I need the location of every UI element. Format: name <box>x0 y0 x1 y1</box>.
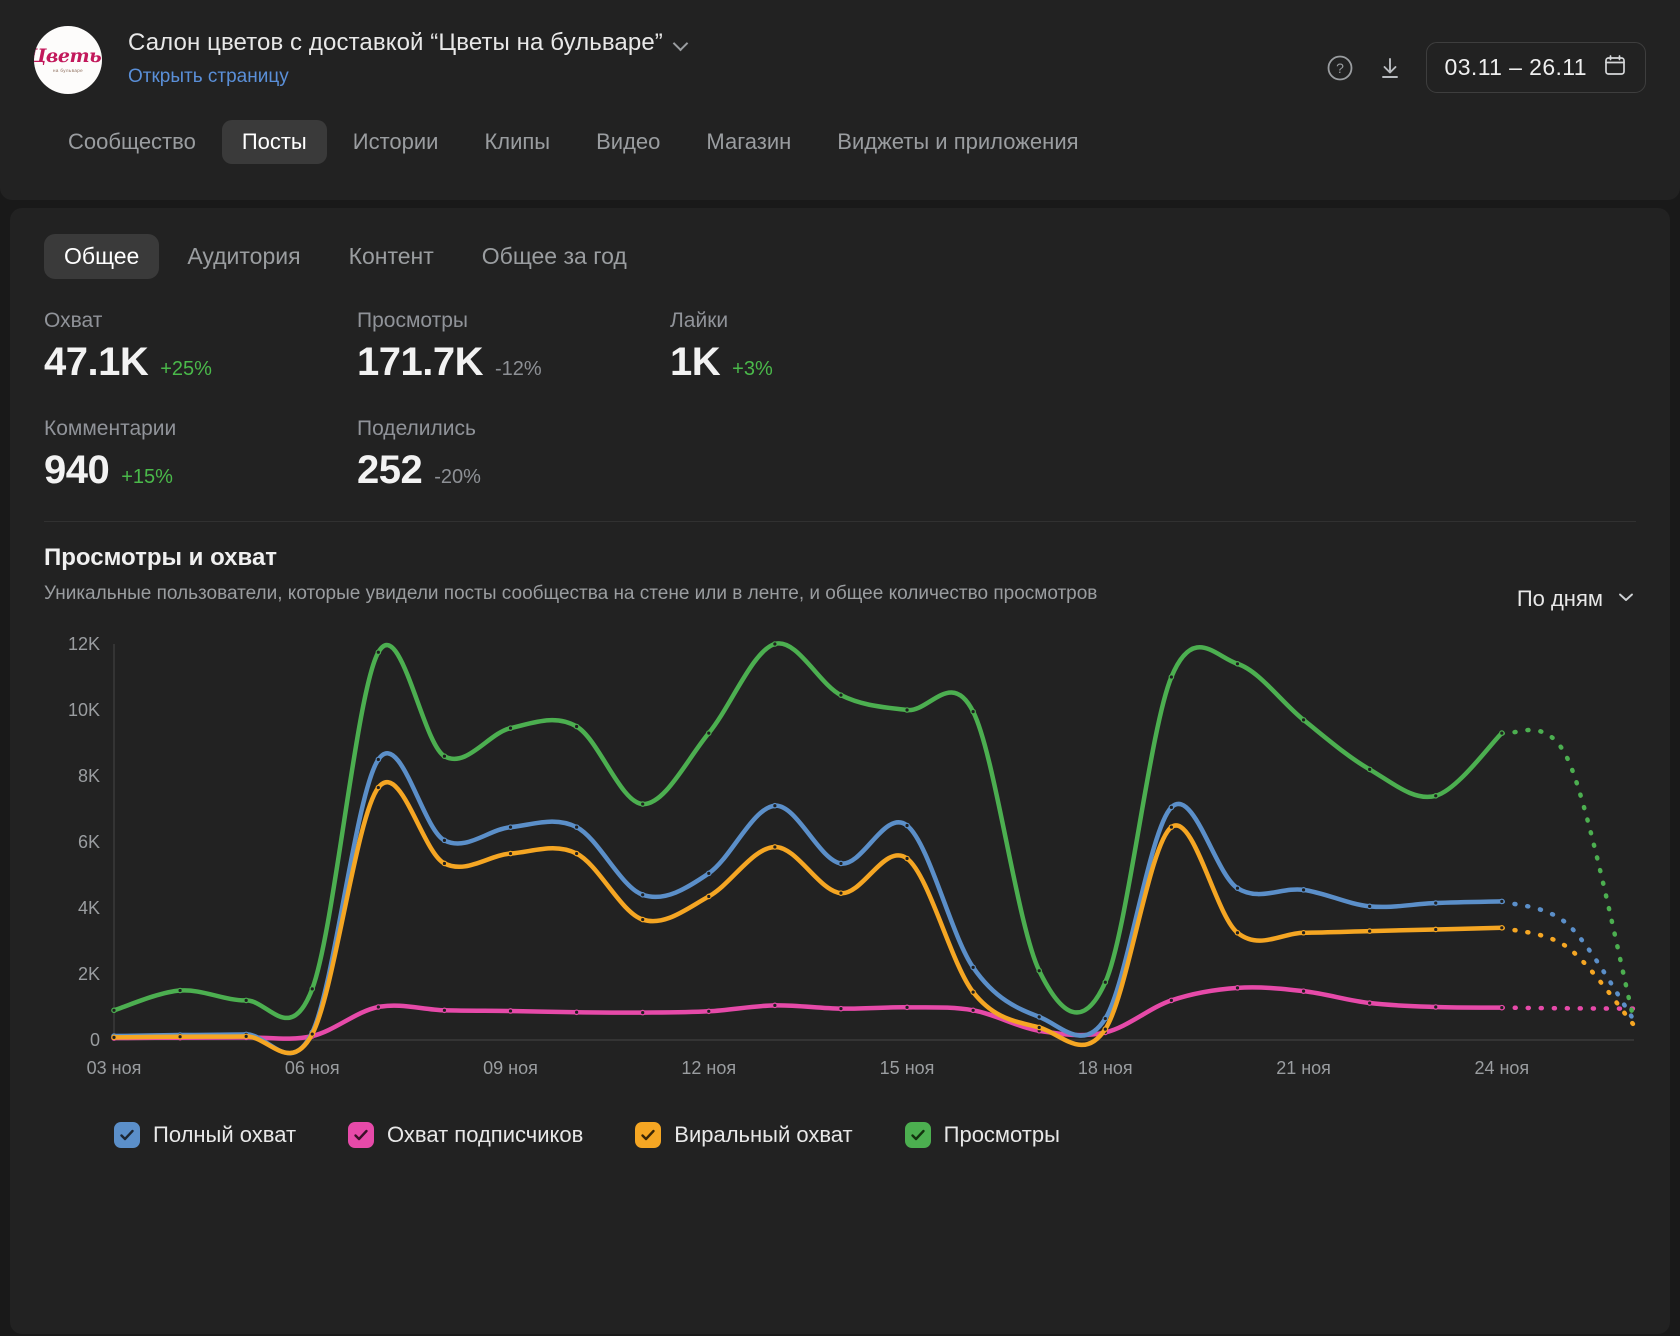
legend-item-viral-reach[interactable]: Виральный охват <box>635 1122 853 1148</box>
community-title-row[interactable]: Салон цветов с доставкой “Цветы на бульв… <box>128 29 689 57</box>
svg-text:6K: 6K <box>78 832 100 852</box>
svg-text:8K: 8K <box>78 766 100 786</box>
metric-likes: Лайки 1K +3% <box>670 309 983 385</box>
series-3 <box>111 641 1637 1023</box>
nav-tab-posts[interactable]: Посты <box>221 120 327 164</box>
chart-title: Просмотры и охват <box>44 544 278 571</box>
metric-reach: Охват 47.1K +25% <box>44 309 357 385</box>
metric-value: 940 <box>44 448 110 492</box>
metric-views: Просмотры 171.7K -12% <box>357 309 670 385</box>
svg-text:24 ноя: 24 ноя <box>1474 1058 1529 1078</box>
svg-text:12 ноя: 12 ноя <box>681 1058 736 1078</box>
period-dropdown[interactable]: По дням <box>1517 544 1636 612</box>
series-2 <box>111 780 1637 1056</box>
metrics-row-2: Комментарии 940 +15% Поделились 252 -20% <box>44 417 1636 493</box>
header-actions: ? 03.11 – 26.11 <box>1326 42 1646 93</box>
metrics-grid: Охват 47.1K +25% Просмотры 171.7K -12% Л… <box>44 309 1636 493</box>
top-header: Цветы на бульваре Салон цветов с доставк… <box>0 0 1680 200</box>
metric-delta: +25% <box>160 358 212 380</box>
chart-container: 0 2K 4K 6K 8K 10K 12K 03 ноя 06 ноя 09 ноя 12 ноя 1… <box>44 630 1637 1100</box>
metric-label: Просмотры <box>357 309 468 332</box>
metric-delta: -20% <box>434 466 481 488</box>
stats-subtabs: Общее Аудитория Контент Общее за год <box>44 234 1636 279</box>
avatar-logo-text: Цветы <box>34 45 102 67</box>
svg-text:18 ноя: 18 ноя <box>1078 1058 1133 1078</box>
open-page-link[interactable]: Открыть страницу <box>128 66 289 87</box>
legend-item-full-reach[interactable]: Полный охват <box>114 1122 296 1148</box>
svg-text:10K: 10K <box>68 700 100 720</box>
subtab-general[interactable]: Общее <box>44 234 160 279</box>
svg-text:?: ? <box>1336 60 1344 76</box>
main-nav-tabs: Сообщество Посты Истории Клипы Видео Маг… <box>48 120 1646 164</box>
svg-text:0: 0 <box>90 1030 100 1050</box>
calendar-icon <box>1603 53 1627 82</box>
metric-label: Поделились <box>357 417 476 440</box>
legend-item-subscriber-reach[interactable]: Охват подписчиков <box>348 1122 583 1148</box>
legend-item-views[interactable]: Просмотры <box>904 1122 1060 1148</box>
metric-delta: +3% <box>732 358 773 380</box>
subtab-general-year[interactable]: Общее за год <box>481 243 627 269</box>
stats-panel: Общее Аудитория Контент Общее за год Охв… <box>10 208 1670 1334</box>
chevron-down-icon <box>1616 587 1636 612</box>
checkbox-checked-icon[interactable] <box>348 1122 375 1148</box>
section-divider <box>44 521 1636 522</box>
metrics-row-1: Охват 47.1K +25% Просмотры 171.7K -12% Л… <box>44 309 1636 385</box>
chevron-down-icon[interactable] <box>674 36 689 51</box>
metric-shares: Поделились 252 -20% <box>357 417 670 493</box>
nav-tab-community[interactable]: Сообщество <box>68 129 196 154</box>
chart-header: Просмотры и охват Уникальные пользовател… <box>44 544 1636 612</box>
metric-delta: +15% <box>121 466 173 488</box>
nav-tab-stories[interactable]: Истории <box>352 129 439 154</box>
metric-comments: Комментарии 940 +15% <box>44 417 357 493</box>
checkbox-checked-icon[interactable] <box>635 1122 662 1148</box>
metric-delta: -12% <box>494 358 542 380</box>
checkbox-checked-icon[interactable] <box>114 1122 140 1148</box>
metric-label: Лайки <box>670 309 729 332</box>
svg-text:09 ноя: 09 ноя <box>483 1058 538 1078</box>
svg-text:06 ноя: 06 ноя <box>285 1058 340 1078</box>
svg-text:2K: 2K <box>78 964 100 984</box>
nav-tab-widgets-apps[interactable]: Виджеты и приложения <box>837 129 1079 154</box>
metric-label: Комментарии <box>44 417 177 440</box>
svg-text:21 ноя: 21 ноя <box>1276 1058 1331 1078</box>
metric-value: 47.1K <box>44 340 149 384</box>
chart-subtitle: Уникальные пользователи, которые увидели… <box>44 583 1098 604</box>
metric-label: Охват <box>44 309 103 332</box>
svg-text:03 ноя: 03 ноя <box>87 1058 142 1078</box>
download-icon[interactable] <box>1376 54 1404 82</box>
community-title-block: Салон цветов с доставкой “Цветы на бульв… <box>128 26 689 88</box>
metric-value: 252 <box>357 448 423 492</box>
svg-text:4K: 4K <box>78 898 100 918</box>
date-range-text: 03.11 – 26.11 <box>1444 54 1587 80</box>
subtab-content[interactable]: Контент <box>348 243 434 269</box>
legend-label: Полный охват <box>153 1122 297 1147</box>
chart-legend: Полный охват Охват подписчиков Виральный… <box>44 1122 1636 1148</box>
avatar-logo-subtext: на бульваре <box>52 68 84 73</box>
legend-label: Виральный охват <box>674 1122 853 1147</box>
nav-tab-video[interactable]: Видео <box>596 129 661 154</box>
checkbox-checked-icon[interactable] <box>904 1122 931 1148</box>
nav-tab-shop[interactable]: Магазин <box>706 129 792 154</box>
date-range-picker[interactable]: 03.11 – 26.11 <box>1425 42 1646 93</box>
community-title: Салон цветов с доставкой “Цветы на бульв… <box>128 29 663 56</box>
subtab-audience[interactable]: Аудитория <box>187 243 301 269</box>
svg-text:15 ноя: 15 ноя <box>880 1058 935 1078</box>
metric-value: 1K <box>670 340 721 384</box>
community-header-row: Цветы на бульваре Салон цветов с доставк… <box>34 26 1646 94</box>
period-label: По дням <box>1516 586 1603 611</box>
reach-views-line-chart[interactable]: 0 2K 4K 6K 8K 10K 12K 03 ноя 06 ноя 09 ноя 12 ноя 1… <box>44 630 1644 1100</box>
legend-label: Охват подписчиков <box>387 1122 584 1147</box>
legend-label: Просмотры <box>943 1122 1060 1147</box>
help-circle-icon[interactable]: ? <box>1326 54 1354 82</box>
metric-value: 171.7K <box>357 340 483 384</box>
nav-tab-clips[interactable]: Клипы <box>484 129 551 154</box>
series-1 <box>111 985 1637 1041</box>
svg-text:12K: 12K <box>68 634 100 654</box>
community-avatar[interactable]: Цветы на бульваре <box>34 26 102 94</box>
